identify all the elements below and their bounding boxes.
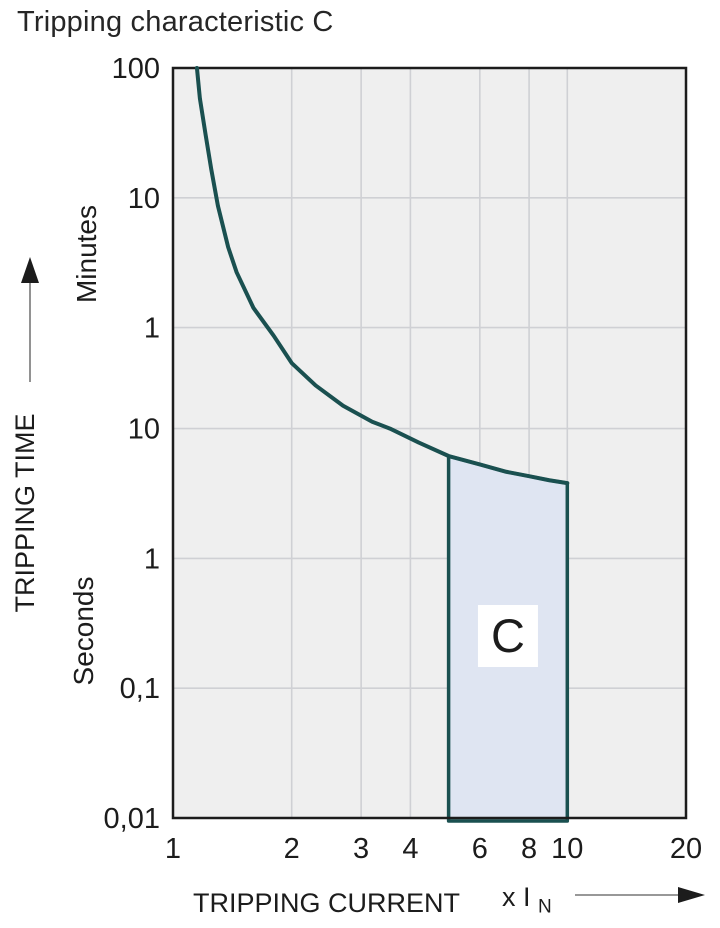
x-tick-label: 8 xyxy=(521,833,537,865)
chart-title: Tripping characteristic C xyxy=(17,6,334,38)
x-tick-label: 1 xyxy=(165,833,181,865)
y-tick-label: 1 xyxy=(144,543,160,575)
region-label-box xyxy=(477,605,538,667)
x-tick-label: 20 xyxy=(670,833,702,865)
x-tick-label: 4 xyxy=(402,833,418,865)
x-tick-label: 3 xyxy=(353,833,369,865)
y-axis-up-arrow-icon xyxy=(21,257,39,382)
tripping-curve xyxy=(194,66,570,486)
y-tick-label: 1 xyxy=(144,313,160,345)
y-tick-label: 0,01 xyxy=(104,803,160,835)
x-axis-unit: x I N xyxy=(502,882,552,918)
x-tick-label: 2 xyxy=(284,833,300,865)
region-label: C xyxy=(491,609,525,662)
y-tick-label: 10 xyxy=(128,183,160,215)
x-axis-title: TRIPPING CURRENT xyxy=(193,888,461,918)
x-tick-label: 6 xyxy=(472,833,488,865)
y-tick-label: 100 xyxy=(112,53,160,85)
x-axis-unit-subscript: N xyxy=(538,896,552,918)
plot-frame xyxy=(171,66,688,820)
x-axis-right-arrow-icon xyxy=(575,887,705,903)
plot-area xyxy=(173,68,686,818)
y-tick-label: 0,1 xyxy=(120,673,160,705)
x-tick-label: 10 xyxy=(551,833,583,865)
y-tick-label: 10 xyxy=(128,414,160,446)
